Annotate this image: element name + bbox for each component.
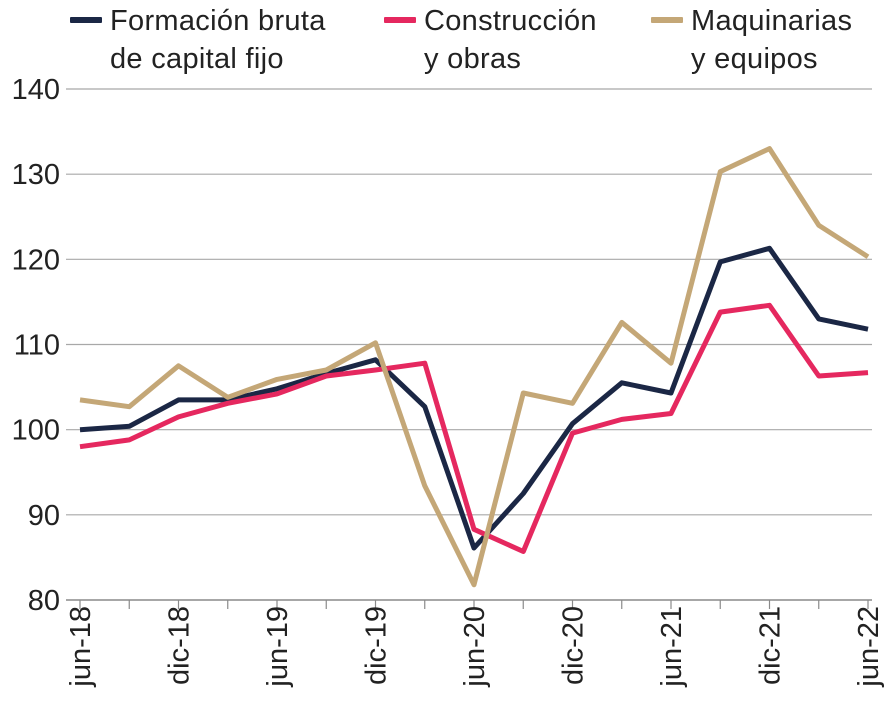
x-tick-label-dic-20: dic-20: [558, 606, 590, 685]
y-tick-label-100: 100: [12, 415, 60, 447]
x-tick-label-jun-22: jun-22: [853, 606, 884, 688]
legend: Formación bruta de capital fijo Construc…: [0, 2, 884, 82]
legend-label-construccion: Construcción y obras: [424, 5, 597, 75]
y-tick-label-80: 80: [28, 585, 60, 617]
legend-item-fbcf: Formación bruta de capital fijo: [70, 2, 326, 78]
x-tick-label-jun-18: jun-18: [65, 606, 97, 688]
legend-swatch-construccion: [384, 17, 416, 23]
legend-label-maquinarias: Maquinarias y equipos: [691, 5, 853, 75]
legend-label-fbcf: Formación bruta de capital fijo: [110, 5, 326, 75]
series-line-0: [79, 245, 869, 551]
y-tick-label-140: 140: [12, 74, 60, 106]
legend-swatch-maquinarias: [651, 17, 683, 23]
y-tick-label-110: 110: [14, 330, 60, 362]
series-line-1: [79, 302, 869, 554]
series-line-2: [79, 146, 870, 588]
x-tick-label-dic-21: dic-21: [755, 606, 787, 685]
x-tick-label-dic-19: dic-19: [361, 606, 393, 685]
legend-swatch-fbcf: [70, 17, 102, 23]
legend-item-maquinarias: Maquinarias y equipos: [651, 2, 852, 78]
x-tick-label-jun-19: jun-19: [262, 606, 294, 688]
y-tick-label-120: 120: [12, 244, 60, 276]
legend-item-construccion: Construcción y obras: [384, 2, 597, 78]
y-tick-label-130: 130: [12, 159, 60, 191]
x-tick-label-jun-20: jun-20: [459, 606, 491, 688]
x-tick-label-jun-21: jun-21: [656, 606, 688, 688]
x-tick-label-dic-18: dic-18: [164, 606, 196, 685]
y-tick-label-90: 90: [28, 500, 60, 532]
